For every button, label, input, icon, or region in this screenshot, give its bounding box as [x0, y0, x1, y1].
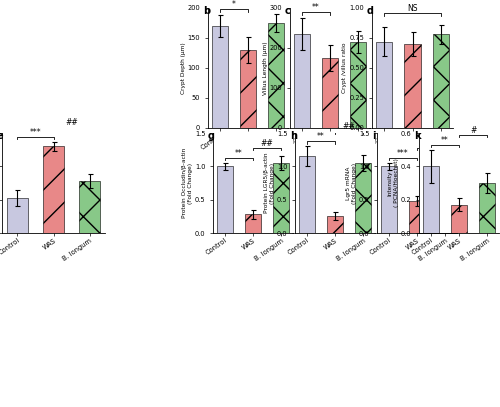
Bar: [327, 217, 343, 233]
Text: k: k: [414, 131, 420, 141]
Text: h: h: [290, 131, 297, 141]
Bar: [245, 214, 261, 233]
Bar: [451, 205, 467, 233]
Bar: [479, 183, 496, 233]
Text: **: **: [235, 149, 243, 158]
Text: ##: ##: [66, 118, 78, 127]
Bar: [216, 166, 233, 233]
Text: #: #: [470, 126, 476, 135]
Text: **: **: [312, 3, 320, 12]
Y-axis label: Intensity
( PCNA/Hoechst): Intensity ( PCNA/Hoechst): [388, 159, 398, 208]
Bar: [380, 166, 397, 233]
Bar: [409, 201, 425, 233]
Y-axis label: Lgr5 mRNA
(Fold Change): Lgr5 mRNA (Fold Change): [346, 162, 356, 204]
Y-axis label: Crypt /villus ratio: Crypt /villus ratio: [342, 43, 347, 93]
Bar: [404, 44, 421, 128]
Bar: [294, 34, 310, 128]
Bar: [422, 166, 439, 233]
Text: *: *: [232, 0, 236, 9]
Bar: [322, 58, 338, 128]
Bar: [437, 181, 454, 233]
Text: c: c: [285, 6, 291, 16]
Bar: [350, 42, 366, 128]
Text: NS: NS: [407, 4, 418, 13]
Bar: [43, 147, 64, 233]
Bar: [273, 163, 289, 233]
Bar: [376, 42, 392, 128]
Bar: [212, 26, 228, 128]
Text: **: **: [441, 136, 449, 144]
Text: i: i: [372, 131, 376, 141]
Y-axis label: Crypt Depth (μm): Crypt Depth (μm): [180, 42, 186, 94]
Bar: [80, 182, 100, 233]
Text: ##: ##: [424, 139, 438, 148]
Text: ***: ***: [30, 128, 41, 137]
Text: d: d: [367, 6, 374, 16]
Bar: [6, 198, 28, 233]
Bar: [433, 35, 450, 128]
Y-axis label: Villus Length (μm): Villus Length (μm): [262, 41, 268, 95]
Text: g: g: [208, 131, 215, 141]
Bar: [298, 156, 315, 233]
Y-axis label: Protein Occludin/β-actin
(Fold Change): Protein Occludin/β-actin (Fold Change): [182, 148, 192, 218]
Bar: [268, 23, 284, 128]
Text: ***: ***: [397, 149, 408, 158]
Text: ##: ##: [342, 123, 355, 131]
Bar: [240, 50, 256, 128]
Text: ##: ##: [260, 139, 274, 148]
Text: b: b: [203, 6, 210, 16]
Text: **: **: [317, 132, 325, 141]
Bar: [355, 163, 372, 233]
Text: e: e: [0, 131, 4, 141]
Y-axis label: Protein LGR5/β-actin
(Fold Change): Protein LGR5/β-actin (Fold Change): [264, 153, 274, 213]
